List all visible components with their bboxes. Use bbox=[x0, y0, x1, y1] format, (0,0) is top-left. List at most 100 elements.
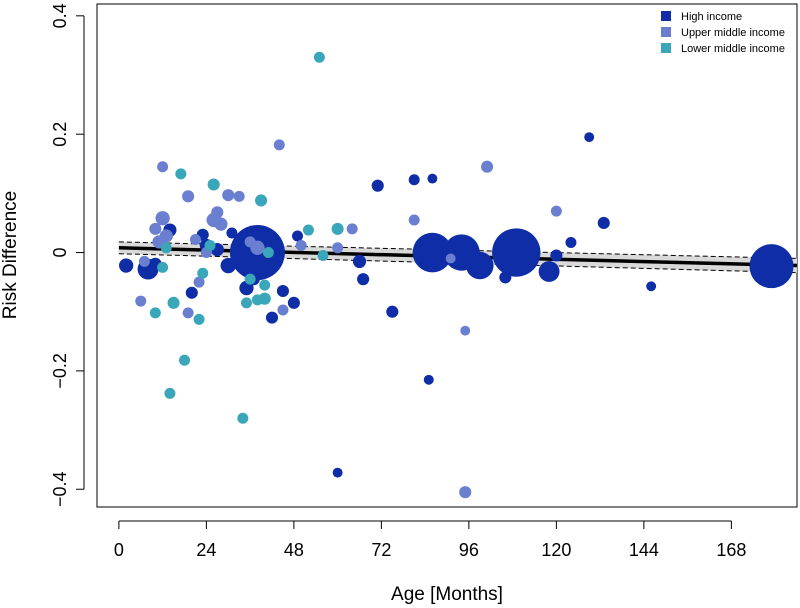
point-lower-middle-income bbox=[149, 307, 161, 319]
point-lower-middle-income bbox=[175, 168, 187, 180]
x-axis: 0 24 48 72 96 120 144 168 bbox=[114, 520, 746, 560]
y-tick-label: 0 bbox=[50, 248, 70, 258]
point-lower-middle-income bbox=[244, 273, 256, 285]
point-upper-middle-income bbox=[149, 222, 162, 235]
point-high-income bbox=[565, 236, 577, 248]
y-axis: −0.4 −0.2 0 0.2 0.4 bbox=[50, 3, 85, 507]
point-lower-middle-income bbox=[251, 294, 263, 306]
point-high-income bbox=[492, 228, 541, 277]
point-upper-middle-income bbox=[481, 160, 494, 173]
point-high-income bbox=[386, 305, 399, 318]
legend-swatch bbox=[661, 43, 671, 53]
point-upper-middle-income bbox=[182, 190, 195, 203]
point-high-income bbox=[220, 257, 236, 274]
point-upper-middle-income bbox=[214, 217, 228, 231]
point-upper-middle-income bbox=[459, 486, 472, 499]
point-high-income bbox=[550, 249, 563, 262]
x-axis-label: Age [Months] bbox=[391, 584, 503, 605]
point-high-income bbox=[185, 286, 198, 299]
point-lower-middle-income bbox=[157, 261, 169, 273]
point-high-income bbox=[234, 243, 252, 262]
point-high-income bbox=[226, 227, 238, 239]
point-high-income bbox=[427, 173, 438, 184]
point-high-income bbox=[292, 230, 304, 242]
point-upper-middle-income bbox=[244, 236, 256, 248]
x-tick-label: 168 bbox=[716, 540, 746, 560]
point-upper-middle-income bbox=[222, 189, 235, 202]
point-high-income bbox=[119, 258, 134, 273]
point-lower-middle-income bbox=[204, 239, 216, 251]
point-lower-middle-income bbox=[259, 279, 271, 291]
point-high-income bbox=[371, 179, 384, 192]
point-high-income bbox=[499, 271, 512, 284]
legend-swatch bbox=[661, 27, 671, 37]
point-lower-middle-income bbox=[167, 296, 180, 309]
point-upper-middle-income bbox=[138, 255, 150, 267]
y-tick-label: −0.4 bbox=[50, 471, 70, 507]
point-upper-middle-income bbox=[193, 276, 205, 288]
point-upper-middle-income bbox=[155, 211, 170, 226]
point-lower-middle-income bbox=[262, 247, 274, 259]
point-high-income bbox=[357, 273, 370, 286]
point-lower-middle-income bbox=[240, 297, 252, 309]
point-high-income bbox=[501, 251, 517, 266]
x-tick-label: 0 bbox=[114, 540, 124, 560]
point-upper-middle-income bbox=[550, 205, 562, 217]
point-upper-middle-income bbox=[189, 234, 201, 246]
point-high-income bbox=[466, 251, 494, 280]
point-lower-middle-income bbox=[207, 178, 220, 191]
point-high-income bbox=[646, 281, 657, 292]
point-upper-middle-income bbox=[408, 214, 420, 226]
point-lower-middle-income bbox=[179, 354, 190, 366]
point-high-income bbox=[332, 467, 343, 478]
point-lower-middle-income bbox=[160, 242, 172, 254]
point-upper-middle-income bbox=[273, 139, 285, 151]
point-lower-middle-income bbox=[237, 412, 249, 424]
point-upper-middle-income bbox=[233, 190, 245, 202]
legend: High income Upper middle income Lower midd… bbox=[661, 11, 785, 55]
point-lower-middle-income bbox=[302, 224, 314, 236]
y-tick-label: 0.2 bbox=[50, 122, 70, 147]
point-high-income bbox=[423, 374, 434, 385]
plot-frame bbox=[96, 3, 798, 508]
point-upper-middle-income bbox=[211, 206, 224, 219]
point-high-income bbox=[749, 244, 794, 289]
y-tick-label: 0.4 bbox=[50, 3, 70, 28]
x-tick-label: 96 bbox=[459, 540, 479, 560]
point-high-income bbox=[265, 311, 279, 324]
x-tick-label: 24 bbox=[196, 540, 216, 560]
point-high-income bbox=[276, 284, 289, 298]
point-lower-middle-income bbox=[193, 313, 205, 325]
legend-label: Lower middle income bbox=[681, 43, 785, 55]
point-upper-middle-income bbox=[295, 239, 307, 251]
point-high-income bbox=[352, 254, 367, 269]
point-high-income bbox=[408, 174, 420, 186]
point-upper-middle-income bbox=[445, 253, 456, 264]
point-upper-middle-income bbox=[346, 223, 358, 235]
y-tick-label: −0.2 bbox=[50, 353, 70, 389]
point-high-income bbox=[287, 296, 300, 309]
point-lower-middle-income bbox=[197, 267, 209, 279]
point-high-income bbox=[412, 232, 453, 273]
x-tick-label: 72 bbox=[371, 540, 391, 560]
point-upper-middle-income bbox=[277, 304, 289, 316]
point-high-income bbox=[584, 132, 595, 143]
data-points bbox=[119, 51, 794, 499]
point-lower-middle-income bbox=[317, 250, 329, 261]
point-lower-middle-income bbox=[164, 387, 176, 399]
point-high-income bbox=[597, 216, 610, 230]
x-tick-label: 144 bbox=[629, 540, 659, 560]
point-upper-middle-income bbox=[159, 229, 173, 243]
point-lower-middle-income bbox=[255, 194, 268, 207]
point-upper-middle-income bbox=[135, 295, 147, 307]
y-axis-label: Risk Difference bbox=[0, 191, 21, 319]
x-tick-label: 48 bbox=[284, 540, 304, 560]
point-upper-middle-income bbox=[460, 325, 471, 336]
point-high-income bbox=[538, 261, 560, 282]
point-upper-middle-income bbox=[332, 242, 344, 254]
point-lower-middle-income bbox=[313, 51, 325, 63]
legend-swatch bbox=[661, 11, 671, 21]
point-upper-middle-income bbox=[157, 161, 169, 173]
legend-label: High income bbox=[681, 11, 742, 23]
